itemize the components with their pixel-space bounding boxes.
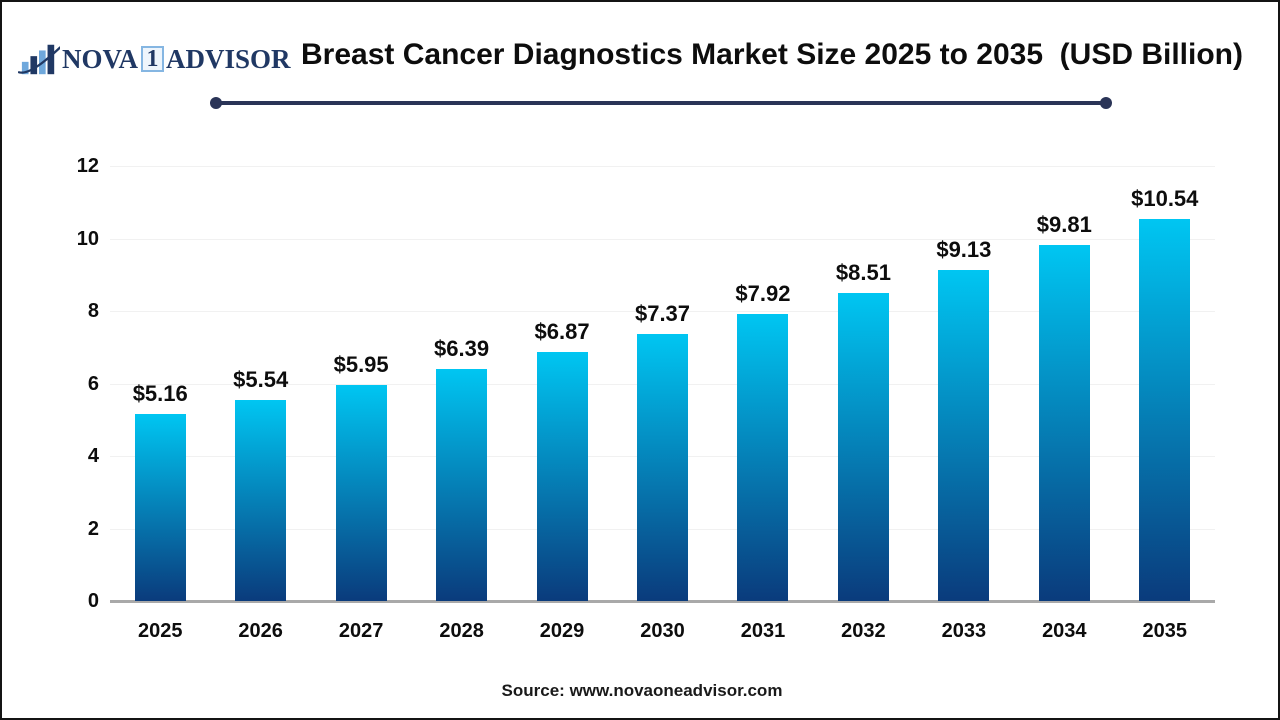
bar-value-label: $8.51 [835, 259, 891, 285]
y-tick-label: 8 [87, 300, 99, 322]
x-tick-label: 2025 [137, 620, 183, 642]
bar [637, 333, 688, 601]
x-tick-label: 2031 [740, 620, 786, 642]
x-tick-label: 2034 [1042, 620, 1087, 642]
page-title: Breast Cancer Diagnostics Market Size 20… [301, 38, 1243, 71]
underline-left-dot [210, 97, 222, 109]
underline-right-dot [1100, 97, 1112, 109]
bar-chart-swoosh-icon [18, 44, 60, 75]
x-tick-label: 2032 [841, 620, 886, 642]
x-tick-label: 2027 [338, 620, 384, 642]
x-tick-label: 2026 [238, 620, 283, 642]
logo-one-badge: 1 [141, 46, 165, 72]
logo-wordmark: NOVA 1 ADVISOR [62, 44, 291, 75]
bar-value-label: $6.87 [534, 318, 590, 344]
source-text: Source: www.novaoneadvisor.com [501, 681, 783, 700]
bar-value-label: $9.81 [1036, 212, 1092, 238]
bar [737, 313, 789, 601]
bar-value-label: $5.95 [333, 352, 389, 378]
x-tick-label: 2035 [1142, 620, 1188, 642]
bar-value-label: $5.16 [132, 380, 188, 406]
y-tick-label: 10 [76, 227, 99, 250]
y-tick-label: 2 [87, 517, 99, 540]
x-axis-line [110, 600, 1215, 603]
gridline [110, 166, 1215, 167]
bar [1038, 245, 1090, 601]
gridline [110, 238, 1215, 240]
bar [134, 413, 186, 601]
bar [436, 369, 488, 601]
bar [938, 270, 990, 601]
bar-value-label: $7.92 [735, 280, 791, 306]
x-tick-label: 2028 [439, 620, 484, 642]
bar [837, 292, 889, 601]
bar-value-label: $10.54 [1131, 185, 1199, 211]
bar-value-label: $6.39 [434, 336, 490, 362]
nova-one-advisor-logo: NOVA 1 ADVISOR [18, 38, 291, 80]
bar [536, 351, 588, 601]
bar [1139, 218, 1191, 601]
bar [235, 400, 287, 601]
logo-text-advisor: ADVISOR [166, 43, 291, 74]
x-tick-label: 2029 [539, 620, 585, 642]
bar-value-label: $5.54 [233, 367, 289, 393]
bar-value-label: $7.37 [634, 300, 691, 326]
gridline [110, 311, 1215, 312]
logo-text-nova: NOVA [62, 43, 139, 74]
title-underline [210, 97, 1112, 109]
x-tick-label: 2030 [640, 620, 685, 642]
y-tick-label: 6 [87, 372, 99, 395]
x-tick-label: 2033 [941, 620, 987, 642]
y-tick-label: 4 [87, 445, 99, 467]
y-tick-label: 0 [87, 590, 99, 612]
y-tick-label: 12 [76, 155, 99, 177]
bar [335, 385, 387, 601]
bar-value-label: $9.13 [936, 237, 992, 263]
